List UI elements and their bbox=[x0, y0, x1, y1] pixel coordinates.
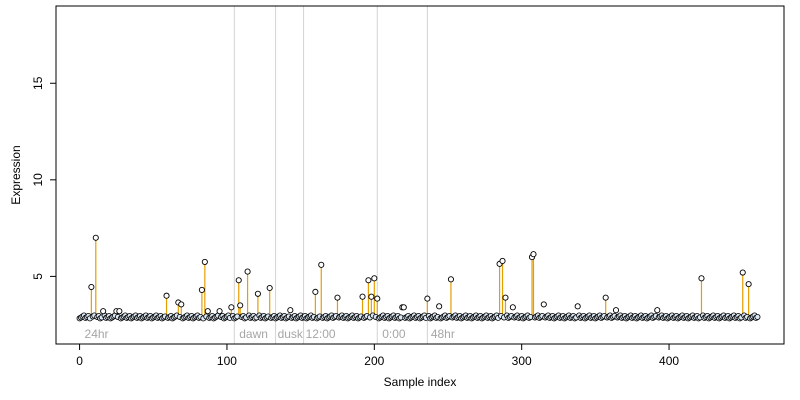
data-point bbox=[400, 304, 407, 311]
y-tick-label: 10 bbox=[31, 173, 45, 187]
x-tick-label: 400 bbox=[659, 354, 679, 368]
data-point bbox=[612, 307, 620, 314]
data-point bbox=[216, 308, 223, 315]
separator-lines bbox=[233, 6, 428, 344]
highlighted-point bbox=[359, 293, 366, 300]
annotation-label: dusk bbox=[278, 327, 304, 341]
data-point bbox=[540, 301, 547, 308]
highlighted-point bbox=[88, 283, 95, 291]
stem-lines bbox=[90, 237, 750, 317]
highlighted-point bbox=[235, 277, 242, 284]
highlighted-point bbox=[334, 294, 341, 301]
highlighted-point bbox=[204, 308, 211, 315]
highlighted-point bbox=[502, 294, 509, 301]
highlighted-point bbox=[178, 301, 185, 308]
y-tick-label: 5 bbox=[31, 273, 45, 280]
highlighted-point bbox=[499, 257, 506, 264]
highlighted-point bbox=[163, 292, 170, 299]
highlighted-point bbox=[201, 258, 208, 265]
highlighted-point bbox=[374, 295, 381, 302]
highlighted-point bbox=[312, 288, 319, 295]
highlighted-point bbox=[237, 302, 244, 309]
highlighted-point bbox=[368, 293, 375, 300]
data-point bbox=[100, 308, 107, 315]
data-point bbox=[654, 307, 661, 314]
highlighted-point bbox=[254, 290, 261, 297]
highlighted-point bbox=[739, 269, 746, 276]
highlighted-point bbox=[92, 234, 99, 241]
plot-frame bbox=[55, 5, 785, 345]
data-point bbox=[509, 304, 516, 311]
annotation-label: 0:00 bbox=[382, 327, 406, 341]
highlighted-point bbox=[602, 294, 609, 301]
x-axis: 0 100 200 300 400 bbox=[76, 344, 679, 368]
annotation-label: 12:00 bbox=[306, 327, 336, 341]
highlighted-point bbox=[371, 275, 378, 282]
baseline-points bbox=[76, 312, 761, 322]
y-axis: 5 10 15 bbox=[31, 76, 56, 280]
annotation-label: 24hr bbox=[85, 327, 109, 341]
data-point bbox=[436, 303, 443, 310]
y-tick-label: 15 bbox=[31, 76, 45, 90]
highlighted-point bbox=[530, 251, 537, 258]
x-tick-label: 300 bbox=[512, 354, 532, 368]
data-point bbox=[574, 303, 581, 310]
baseline-point bbox=[754, 313, 761, 320]
highlighted-points bbox=[88, 234, 752, 315]
highlighted-point bbox=[698, 275, 705, 282]
highlighted-point bbox=[365, 277, 372, 284]
time-annotations: 24hr dawn dusk 12:00 0:00 48hr bbox=[85, 327, 455, 341]
x-tick-label: 0 bbox=[76, 354, 83, 368]
highlighted-point bbox=[745, 281, 752, 288]
y-axis-label: Expression bbox=[9, 145, 23, 204]
data-point bbox=[116, 308, 123, 315]
highlighted-point bbox=[266, 284, 273, 292]
highlighted-point bbox=[244, 268, 251, 275]
data-point bbox=[287, 307, 294, 314]
highlighted-point bbox=[424, 295, 431, 302]
highlighted-point bbox=[318, 261, 325, 268]
annotation-label: 48hr bbox=[431, 327, 455, 341]
x-tick-label: 200 bbox=[364, 354, 384, 368]
highlighted-point bbox=[447, 276, 454, 283]
x-tick-label: 100 bbox=[217, 354, 237, 368]
highlighted-point bbox=[228, 304, 235, 311]
annotation-label: dawn bbox=[239, 327, 268, 341]
other-points bbox=[100, 301, 661, 315]
highlighted-point bbox=[198, 286, 205, 293]
x-axis-label: Sample index bbox=[384, 375, 457, 389]
